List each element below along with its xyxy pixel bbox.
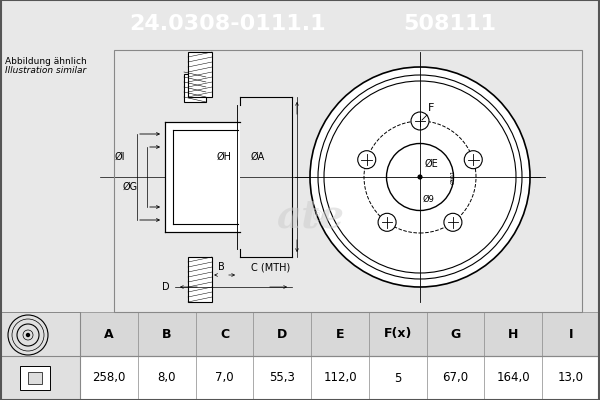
Text: Ø9: Ø9 xyxy=(423,195,435,204)
Bar xyxy=(28,372,42,384)
Text: B: B xyxy=(218,262,224,272)
Text: 67,0: 67,0 xyxy=(442,372,469,384)
Circle shape xyxy=(418,175,422,179)
Text: ate: ate xyxy=(276,198,344,236)
Text: 8,0: 8,0 xyxy=(157,372,176,384)
Bar xyxy=(188,257,212,302)
Text: ØI01: ØI01 xyxy=(451,170,455,184)
Circle shape xyxy=(411,112,429,130)
Circle shape xyxy=(378,213,396,231)
Text: Illustration similar: Illustration similar xyxy=(5,66,86,75)
Text: G: G xyxy=(451,328,461,340)
Text: ØI: ØI xyxy=(115,152,125,162)
Bar xyxy=(20,366,50,390)
Text: Abbildung ähnlich: Abbildung ähnlich xyxy=(5,57,87,66)
Circle shape xyxy=(386,144,454,210)
Text: ØG: ØG xyxy=(122,182,137,192)
Circle shape xyxy=(310,67,530,287)
Bar xyxy=(184,74,206,102)
Text: F: F xyxy=(428,103,434,113)
Text: ®: ® xyxy=(310,210,324,224)
Text: A: A xyxy=(104,328,114,340)
Text: 55,3: 55,3 xyxy=(269,372,295,384)
Text: 258,0: 258,0 xyxy=(92,372,125,384)
Text: ØE: ØE xyxy=(425,159,439,169)
Text: 7,0: 7,0 xyxy=(215,372,234,384)
Circle shape xyxy=(444,213,462,231)
Text: B: B xyxy=(162,328,172,340)
Text: E: E xyxy=(336,328,344,340)
Text: D: D xyxy=(163,282,170,292)
Circle shape xyxy=(358,151,376,169)
Text: I: I xyxy=(569,328,574,340)
Text: 508111: 508111 xyxy=(404,14,497,34)
Bar xyxy=(80,312,600,356)
Text: 13,0: 13,0 xyxy=(558,372,584,384)
Text: 112,0: 112,0 xyxy=(323,372,357,384)
Text: ØH: ØH xyxy=(217,152,232,162)
Text: ØA: ØA xyxy=(251,152,265,162)
Text: F(x): F(x) xyxy=(383,328,412,340)
Text: C: C xyxy=(220,328,229,340)
Text: 5: 5 xyxy=(394,372,401,384)
Circle shape xyxy=(464,151,482,169)
Text: C (MTH): C (MTH) xyxy=(251,262,290,272)
Text: 164,0: 164,0 xyxy=(497,372,530,384)
Text: H: H xyxy=(508,328,518,340)
Bar xyxy=(0,312,80,400)
Circle shape xyxy=(26,334,29,336)
Text: D: D xyxy=(277,328,287,340)
Text: 24.0308-0111.1: 24.0308-0111.1 xyxy=(130,14,326,34)
Bar xyxy=(165,122,240,232)
Bar xyxy=(188,52,212,97)
